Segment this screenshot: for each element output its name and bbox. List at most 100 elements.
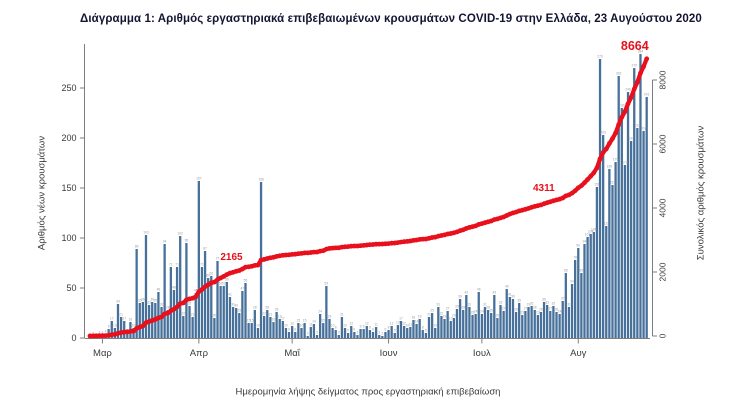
cumulative-point	[572, 188, 578, 194]
bar-label: 12	[402, 321, 406, 325]
bar	[617, 76, 620, 338]
bar-label: 3	[338, 330, 340, 334]
bar	[225, 282, 228, 338]
bar	[356, 335, 359, 338]
bar	[281, 321, 284, 338]
bar-label: 62	[209, 271, 213, 275]
bar	[399, 321, 403, 338]
bar	[185, 243, 188, 338]
y-right-tick-label: 4000	[658, 198, 668, 217]
bar-label: 241	[644, 92, 650, 96]
bar	[620, 108, 623, 338]
bar	[222, 286, 225, 338]
bar	[561, 301, 564, 338]
bar-label: 52	[222, 281, 226, 285]
bar-label: 43	[492, 290, 496, 294]
bar-label: 39	[458, 294, 462, 298]
bar-label: 176	[613, 157, 619, 161]
bar	[549, 311, 552, 338]
bar	[219, 286, 222, 338]
bar	[359, 329, 362, 338]
bar-label: 3	[316, 330, 318, 334]
cumulative-point	[641, 64, 646, 69]
bar	[315, 335, 319, 338]
cumulative-point	[607, 141, 612, 146]
bar-label: 32	[188, 301, 192, 305]
bar-label: 71	[169, 262, 173, 266]
bar	[182, 316, 185, 338]
annotation-2165: 2165	[220, 252, 243, 263]
bar-label: 23	[520, 310, 524, 314]
bar	[312, 324, 316, 338]
bar	[334, 330, 337, 338]
bar-label: 35	[517, 298, 521, 302]
bar-label: 284	[638, 49, 644, 53]
bar	[384, 332, 387, 338]
cumulative-point	[140, 323, 146, 329]
bar-label: 31	[483, 302, 487, 306]
bar-label: 22	[262, 311, 266, 315]
axes: Μαρ Απρ Μαΐ Ιουν Ιουλ Αυγ 0 50 100 150 200 250 0 2000…	[61, 44, 668, 359]
bar-label: 31	[567, 302, 571, 306]
bar-label: 31	[160, 302, 164, 306]
y-right-tick-label: 6000	[658, 134, 668, 153]
annotation-8664: 8664	[621, 39, 649, 53]
bar-label: 10	[256, 323, 260, 327]
bar-label: 9	[108, 324, 110, 328]
bar	[480, 314, 484, 338]
bar	[555, 312, 558, 338]
bar-label: 55	[244, 278, 248, 282]
bar-label: 17	[281, 316, 285, 320]
bar	[266, 310, 269, 338]
bar-label: 28	[461, 305, 465, 309]
y-left-tick-label: 100	[61, 233, 76, 243]
cumulative-point	[613, 130, 618, 136]
bar-label: 153	[610, 180, 616, 184]
y-axis-label-right: Συνολικός αριθμός κρουσμάτων	[695, 125, 707, 261]
bar	[446, 311, 449, 338]
bar-label: 60	[206, 273, 210, 277]
bar	[629, 141, 633, 338]
bar	[135, 249, 138, 338]
bar	[418, 319, 421, 338]
cumulative-line	[87, 56, 650, 339]
bar-label: 52	[219, 281, 223, 285]
bar	[539, 312, 543, 338]
bar	[278, 319, 281, 338]
bar-label: 270	[631, 63, 637, 67]
y-left-tick-label: 0	[71, 333, 76, 343]
bar	[166, 310, 169, 338]
bar	[343, 328, 347, 338]
bar	[291, 326, 294, 338]
bar-label: 6	[288, 327, 290, 331]
cumulative-point	[255, 262, 261, 268]
bar-label: 8	[388, 325, 390, 329]
bar-label: 12	[390, 321, 394, 325]
bar	[536, 315, 539, 338]
bar	[546, 305, 549, 338]
bar	[297, 323, 300, 338]
bar-label: 13	[396, 320, 400, 324]
bar	[589, 234, 592, 338]
bar	[645, 97, 648, 338]
bar	[328, 319, 331, 338]
cumulative-point	[610, 136, 615, 142]
bar	[350, 326, 353, 338]
bar-label: 8	[335, 325, 337, 329]
bar	[633, 68, 636, 338]
bar-label: 21	[269, 312, 273, 316]
bar-label: 157	[196, 176, 202, 180]
bar-label: 94	[583, 239, 587, 243]
cumulative-point	[622, 109, 628, 115]
bar-label: 77	[216, 256, 220, 260]
cumulative-point	[635, 79, 640, 85]
bar-label: 8	[369, 325, 371, 329]
bar	[505, 289, 508, 338]
bar	[188, 306, 191, 338]
bar	[639, 54, 642, 338]
bar	[449, 321, 452, 338]
y-axis-label-left: Αριθμός νέων κρουσμάτων	[36, 135, 48, 251]
bar-label: 2	[381, 331, 383, 335]
